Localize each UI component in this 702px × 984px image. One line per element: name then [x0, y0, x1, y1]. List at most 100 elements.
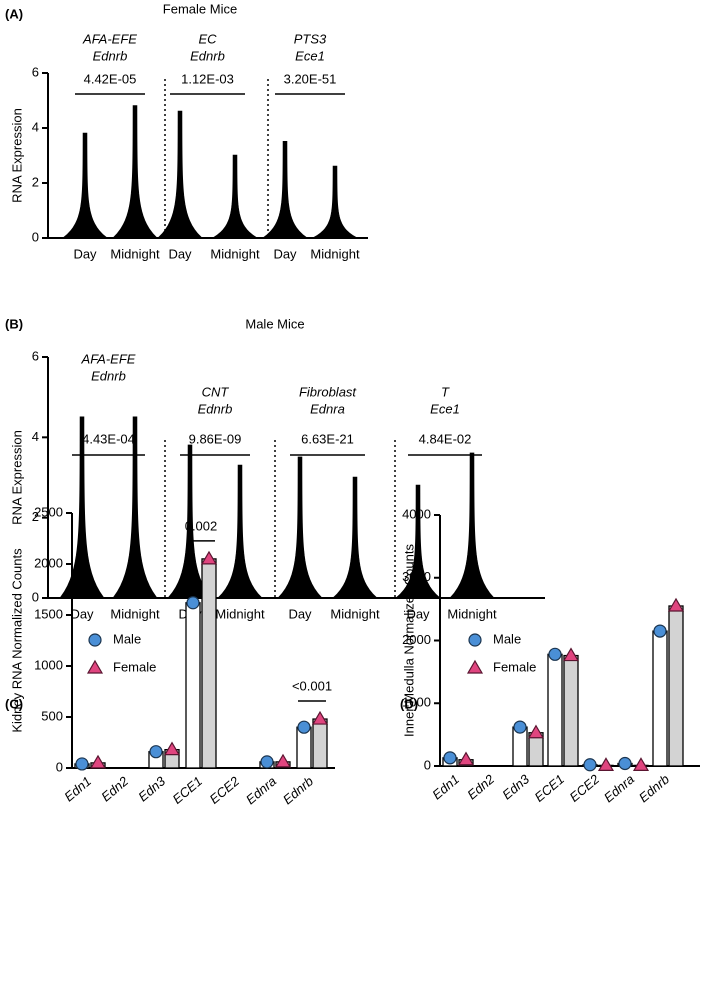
p-value: 1.12E-03 — [181, 71, 234, 86]
x-tick-label: Midnight — [215, 606, 265, 621]
y-tick-label: 0 — [32, 229, 39, 244]
x-tick-label: ECE2 — [566, 771, 602, 805]
data-point — [527, 724, 545, 739]
panel-label: (A) — [5, 6, 23, 21]
group-label: Ednrb — [198, 401, 233, 416]
legend-marker — [88, 633, 102, 647]
x-tick-label: Ednra — [601, 771, 637, 805]
data-point — [632, 757, 650, 771]
x-tick-label: Midnight — [310, 246, 360, 261]
y-tick-label: 4000 — [402, 506, 431, 521]
group-label: PTS3 — [294, 31, 327, 46]
group-label: AFA-EFE — [82, 31, 137, 46]
significance-label: <0.001 — [292, 678, 332, 693]
data-point — [548, 647, 562, 661]
chart-title: Male Mice — [245, 316, 304, 331]
x-tick-label: Day — [168, 246, 192, 261]
x-tick-label: Day — [73, 246, 97, 261]
x-tick-label: Edn3 — [499, 771, 532, 803]
group-label: Ednrb — [93, 48, 128, 63]
violin — [166, 444, 214, 599]
legend-marker — [86, 659, 104, 674]
x-tick-label: Edn2 — [464, 771, 497, 803]
y-tick-label: 2000 — [402, 632, 431, 647]
p-value: 4.42E-05 — [84, 71, 137, 86]
x-tick-label: Edn1 — [429, 771, 462, 802]
violin — [310, 165, 360, 239]
p-value: 4.84E-02 — [419, 431, 472, 446]
x-tick-label: Edn2 — [98, 773, 131, 805]
p-value: 3.20E-51 — [284, 71, 337, 86]
violin — [276, 456, 324, 599]
bar — [652, 630, 668, 767]
violin — [61, 132, 109, 239]
data-point — [562, 647, 580, 662]
data-point — [667, 597, 685, 612]
data-point — [89, 754, 107, 769]
data-point — [274, 753, 292, 768]
data-point — [513, 720, 527, 734]
y-tick-label: 6 — [32, 64, 39, 79]
x-tick-label: Ednrb — [636, 771, 672, 805]
y-axis-label: Kidney RNA Normalized Counts — [9, 548, 24, 733]
y-tick-label: 1000 — [34, 657, 63, 672]
y-axis-label: RNA Expression — [9, 108, 24, 203]
y-axis-label: Inner Medulla Normalized Counts — [401, 544, 416, 737]
y-tick-label: 1500 — [34, 606, 63, 621]
p-value: 6.63E-21 — [301, 431, 354, 446]
group-label: AFA-EFE — [81, 351, 136, 366]
x-tick-label: ECE1 — [169, 773, 205, 806]
y-tick-label: 4 — [32, 429, 39, 444]
violin — [111, 105, 159, 239]
violin — [261, 141, 309, 239]
bar — [201, 558, 217, 769]
data-point — [186, 596, 200, 610]
x-tick-label: Ednrb — [280, 773, 316, 807]
data-point — [443, 751, 457, 765]
data-point — [200, 550, 218, 565]
x-tick-label: ECE1 — [531, 771, 567, 804]
x-tick-label: Day — [70, 606, 94, 621]
legend-label: Female — [493, 659, 536, 674]
x-tick-label: Midnight — [110, 246, 160, 261]
legend-label: Male — [493, 631, 521, 646]
violin — [156, 110, 204, 239]
y-tick-label: 2500 — [34, 504, 63, 519]
data-point — [75, 757, 89, 771]
data-point — [457, 751, 475, 766]
legend-marker — [466, 659, 484, 674]
x-tick-label: Day — [288, 606, 312, 621]
group-label: T — [441, 384, 450, 399]
y-tick-label: 2 — [32, 509, 39, 524]
group-label: EC — [198, 31, 217, 46]
violin — [112, 416, 158, 599]
group-label: CNT — [202, 384, 230, 399]
y-axis-label: RNA Expression — [9, 430, 24, 525]
violin — [394, 484, 442, 599]
p-value: 4.43E-04 — [82, 431, 135, 446]
chart-title: Female Mice — [163, 1, 237, 16]
x-tick-label: ECE2 — [206, 773, 242, 807]
data-point — [311, 710, 329, 725]
y-tick-label: 0 — [56, 759, 63, 774]
group-label: Ednrb — [91, 368, 126, 383]
legend-label: Male — [113, 631, 141, 646]
data-point — [653, 624, 667, 638]
data-point — [618, 756, 632, 771]
data-point — [597, 757, 615, 771]
bar — [312, 718, 328, 769]
y-tick-label: 6 — [32, 348, 39, 363]
violin — [59, 416, 105, 599]
bar — [185, 602, 201, 769]
legend-label: Female — [113, 659, 156, 674]
panel-label: (B) — [5, 316, 23, 331]
group-label: Ece1 — [295, 48, 325, 63]
x-tick-label: Midnight — [210, 246, 260, 261]
x-tick-label: Day — [406, 606, 430, 621]
y-tick-label: 1000 — [402, 695, 431, 710]
x-tick-label: Day — [273, 246, 297, 261]
violin — [331, 476, 379, 599]
x-tick-label: Ednra — [243, 773, 279, 807]
data-point — [149, 745, 163, 759]
